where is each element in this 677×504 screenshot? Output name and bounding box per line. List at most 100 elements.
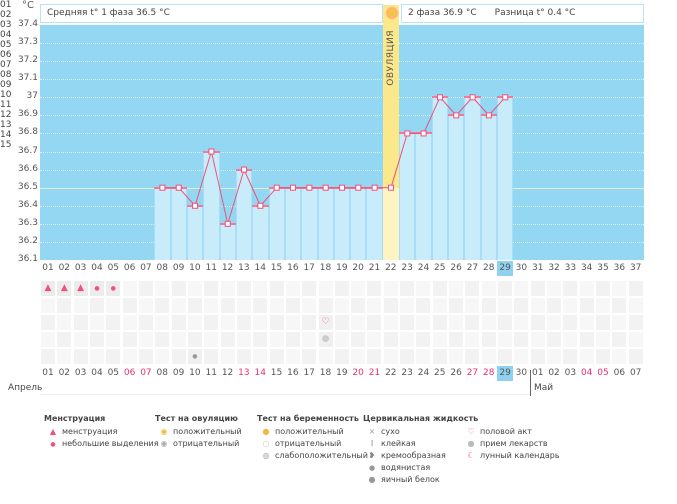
symbol-cell[interactable] xyxy=(529,297,546,314)
calendar-date[interactable]: 06 xyxy=(123,368,136,378)
cycle-day-label[interactable]: 19 xyxy=(336,263,348,273)
cycle-day-label[interactable]: 08 xyxy=(156,263,168,273)
symbol-cell[interactable] xyxy=(219,331,236,348)
cycle-day-label[interactable]: 04 xyxy=(91,263,103,273)
temperature-point[interactable] xyxy=(371,184,378,191)
symbol-cell[interactable] xyxy=(186,314,203,331)
cycle-day-label[interactable]: 13 xyxy=(238,263,250,273)
symbol-cell[interactable] xyxy=(513,331,530,348)
temperature-point[interactable] xyxy=(257,202,264,209)
symbol-cell[interactable] xyxy=(497,348,514,365)
calendar-date[interactable]: 10 xyxy=(189,368,201,378)
cycle-day-label[interactable]: 18 xyxy=(319,263,332,273)
temperature-point[interactable] xyxy=(502,94,509,101)
symbol-cell[interactable] xyxy=(415,297,432,314)
symbol-cell[interactable] xyxy=(186,280,203,297)
symbol-cell[interactable] xyxy=(448,280,465,297)
temperature-point[interactable] xyxy=(322,184,329,191)
symbol-cell[interactable] xyxy=(366,331,383,348)
symbol-cell[interactable] xyxy=(56,331,73,348)
symbol-cell[interactable] xyxy=(562,280,579,297)
temperature-point[interactable] xyxy=(159,184,166,191)
temperature-point[interactable] xyxy=(273,184,280,191)
symbol-cell[interactable] xyxy=(578,280,595,297)
cycle-day-label[interactable]: 29 xyxy=(497,261,514,276)
cycle-day-label[interactable]: 25 xyxy=(434,263,446,273)
symbol-cell[interactable] xyxy=(40,331,56,348)
cycle-day-label[interactable]: 37 xyxy=(629,263,642,273)
cycle-day-label[interactable]: 24 xyxy=(417,263,430,273)
symbol-cell[interactable] xyxy=(415,314,432,331)
symbol-cell[interactable] xyxy=(627,280,644,297)
symbol-cell[interactable] xyxy=(284,280,301,297)
symbol-cell[interactable] xyxy=(268,348,285,365)
cycle-day-label[interactable]: 06 xyxy=(123,263,136,273)
cycle-day-label[interactable]: 31 xyxy=(531,263,544,273)
symbol-cell[interactable] xyxy=(121,314,138,331)
symbol-cell[interactable] xyxy=(252,314,269,331)
symbol-cell[interactable] xyxy=(513,297,530,314)
symbol-cell[interactable] xyxy=(56,314,73,331)
symbol-cell[interactable] xyxy=(72,331,89,348)
cycle-day-label[interactable]: 10 xyxy=(189,263,201,273)
cycle-day-label[interactable]: 27 xyxy=(466,263,479,273)
symbol-cell[interactable] xyxy=(497,297,514,314)
symbol-cell[interactable] xyxy=(284,314,301,331)
calendar-date[interactable]: 18 xyxy=(319,368,332,378)
symbol-cell[interactable] xyxy=(464,331,481,348)
calendar-date[interactable]: 20 xyxy=(352,368,364,378)
symbol-cell[interactable] xyxy=(203,280,220,297)
cycle-day-label[interactable]: 14 xyxy=(254,263,266,273)
calendar-date[interactable]: 01 xyxy=(531,368,544,378)
symbol-cell[interactable] xyxy=(366,297,383,314)
temperature-point[interactable] xyxy=(339,184,345,191)
symbol-cell[interactable] xyxy=(121,348,138,365)
cycle-day-label[interactable]: 20 xyxy=(352,263,364,273)
symbol-cell[interactable] xyxy=(366,314,383,331)
symbol-cell[interactable] xyxy=(546,280,563,297)
symbol-cell[interactable] xyxy=(40,297,56,314)
symbol-cell[interactable] xyxy=(350,280,367,297)
symbol-cell[interactable] xyxy=(235,331,252,348)
symbol-cell[interactable] xyxy=(252,280,269,297)
cycle-day-label[interactable]: 33 xyxy=(564,263,577,273)
symbol-cell[interactable] xyxy=(546,297,563,314)
symbol-cell[interactable] xyxy=(399,348,416,365)
symbol-cell[interactable] xyxy=(480,280,497,297)
cycle-day-label[interactable]: 35 xyxy=(597,263,609,273)
symbol-cell[interactable] xyxy=(399,280,416,297)
symbol-cell[interactable] xyxy=(301,348,318,365)
symbol-cell[interactable] xyxy=(431,348,448,365)
symbol-cell[interactable] xyxy=(105,348,122,365)
symbol-cell[interactable] xyxy=(627,348,644,365)
symbol-cell[interactable] xyxy=(399,314,416,331)
symbol-cell[interactable] xyxy=(513,348,530,365)
symbol-cell[interactable] xyxy=(121,297,138,314)
calendar-date[interactable]: 11 xyxy=(205,368,217,378)
symbol-cell[interactable] xyxy=(137,297,154,314)
symbol-cell[interactable] xyxy=(497,314,514,331)
symbol-cell[interactable] xyxy=(40,348,56,365)
symbol-cell[interactable] xyxy=(170,314,187,331)
calendar-date[interactable]: 24 xyxy=(417,368,430,378)
symbol-cell[interactable] xyxy=(431,297,448,314)
symbol-cell[interactable] xyxy=(366,348,383,365)
temperature-point[interactable] xyxy=(208,148,215,155)
symbol-cell[interactable] xyxy=(170,297,187,314)
symbol-cell[interactable] xyxy=(301,280,318,297)
symbol-cell[interactable] xyxy=(578,314,595,331)
symbol-cell[interactable] xyxy=(317,348,334,365)
symbol-cell[interactable] xyxy=(448,348,465,365)
symbol-cell[interactable] xyxy=(382,331,399,348)
symbol-cell[interactable] xyxy=(382,314,399,331)
temperature-point[interactable] xyxy=(241,166,248,173)
symbol-cell[interactable] xyxy=(415,280,432,297)
symbol-cell[interactable] xyxy=(235,314,252,331)
temperature-point[interactable] xyxy=(469,94,476,101)
symbol-cell[interactable] xyxy=(399,331,416,348)
calendar-date[interactable]: 02 xyxy=(548,368,560,378)
symbol-cell[interactable] xyxy=(546,314,563,331)
symbol-cell[interactable] xyxy=(121,331,138,348)
symbol-cell[interactable] xyxy=(333,348,350,365)
calendar-date[interactable]: 08 xyxy=(156,368,168,378)
